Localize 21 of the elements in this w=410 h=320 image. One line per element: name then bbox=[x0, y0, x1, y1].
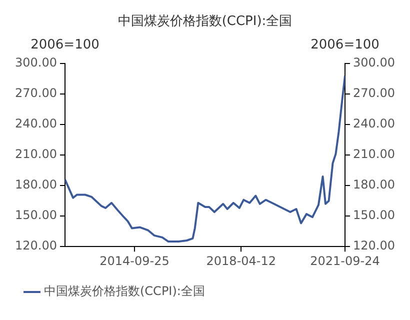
y-tick-label: 270.00 bbox=[14, 86, 57, 100]
y-tick-label: 150.00 bbox=[14, 208, 57, 222]
y2-tick-label: 270.00 bbox=[353, 86, 396, 100]
y2-axis-title: 2006=100 bbox=[310, 37, 380, 52]
y-axis-title: 2006=100 bbox=[30, 37, 100, 52]
x-tick-label: 2021-09-24 bbox=[310, 254, 380, 268]
y-tick-label: 120.00 bbox=[14, 238, 57, 253]
x-tick-label: 2018-04-12 bbox=[206, 254, 276, 268]
y2-tick-label: 180.00 bbox=[353, 178, 396, 192]
y2-tick-label: 210.00 bbox=[353, 147, 396, 162]
y2-tick-label: 120.00 bbox=[353, 238, 396, 253]
y-tick-label: 180.00 bbox=[14, 178, 57, 192]
chart-title: 中国煤炭价格指数(CCPI):全国 bbox=[118, 14, 292, 30]
y-tick-label: 240.00 bbox=[14, 116, 57, 131]
y2-tick-label: 300.00 bbox=[353, 56, 396, 70]
legend-label: 中国煤炭价格指数(CCPI):全国 bbox=[44, 284, 205, 298]
y-tick-label: 210.00 bbox=[14, 147, 57, 162]
y-tick-label: 300.00 bbox=[14, 56, 57, 70]
y2-tick-label: 240.00 bbox=[353, 116, 396, 131]
x-tick-label: 2014-09-25 bbox=[100, 254, 170, 268]
y2-tick-label: 150.00 bbox=[353, 208, 396, 222]
